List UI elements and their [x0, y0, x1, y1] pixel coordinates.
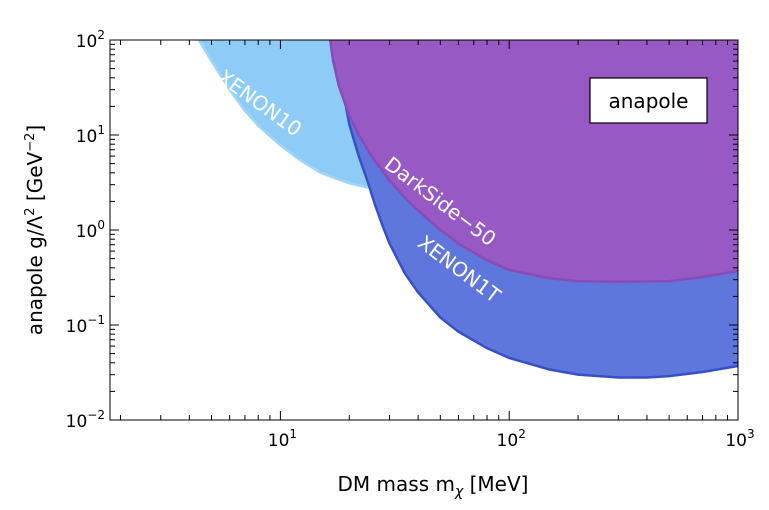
y-tick-label: 10−1 — [66, 313, 105, 337]
legend-box-text: anapole — [609, 89, 689, 113]
x-axis-label: DM mass mχ [MeV] — [338, 472, 529, 500]
y-tick-label: 102 — [76, 28, 105, 52]
boundary-xenon1t — [331, 40, 738, 379]
x-tick-label: 101 — [268, 427, 297, 451]
legend-box: anapole — [589, 77, 708, 124]
y-tick-label: 101 — [76, 123, 105, 147]
legend-box-frame — [589, 77, 708, 124]
x-tick-label: 103 — [725, 427, 754, 451]
x-tick-label: 102 — [497, 427, 526, 451]
y-tick-label: 10−2 — [66, 408, 105, 432]
axis-ticks — [110, 39, 739, 421]
tick-labels: 101 102 103 10−2 10−1 100 101 102 — [66, 28, 755, 451]
boundary-darkside-50 — [328, 40, 738, 284]
y-axis-label: anapole g/Λ2 [GeV−2] — [23, 125, 47, 335]
y-tick-label: 100 — [76, 218, 105, 242]
